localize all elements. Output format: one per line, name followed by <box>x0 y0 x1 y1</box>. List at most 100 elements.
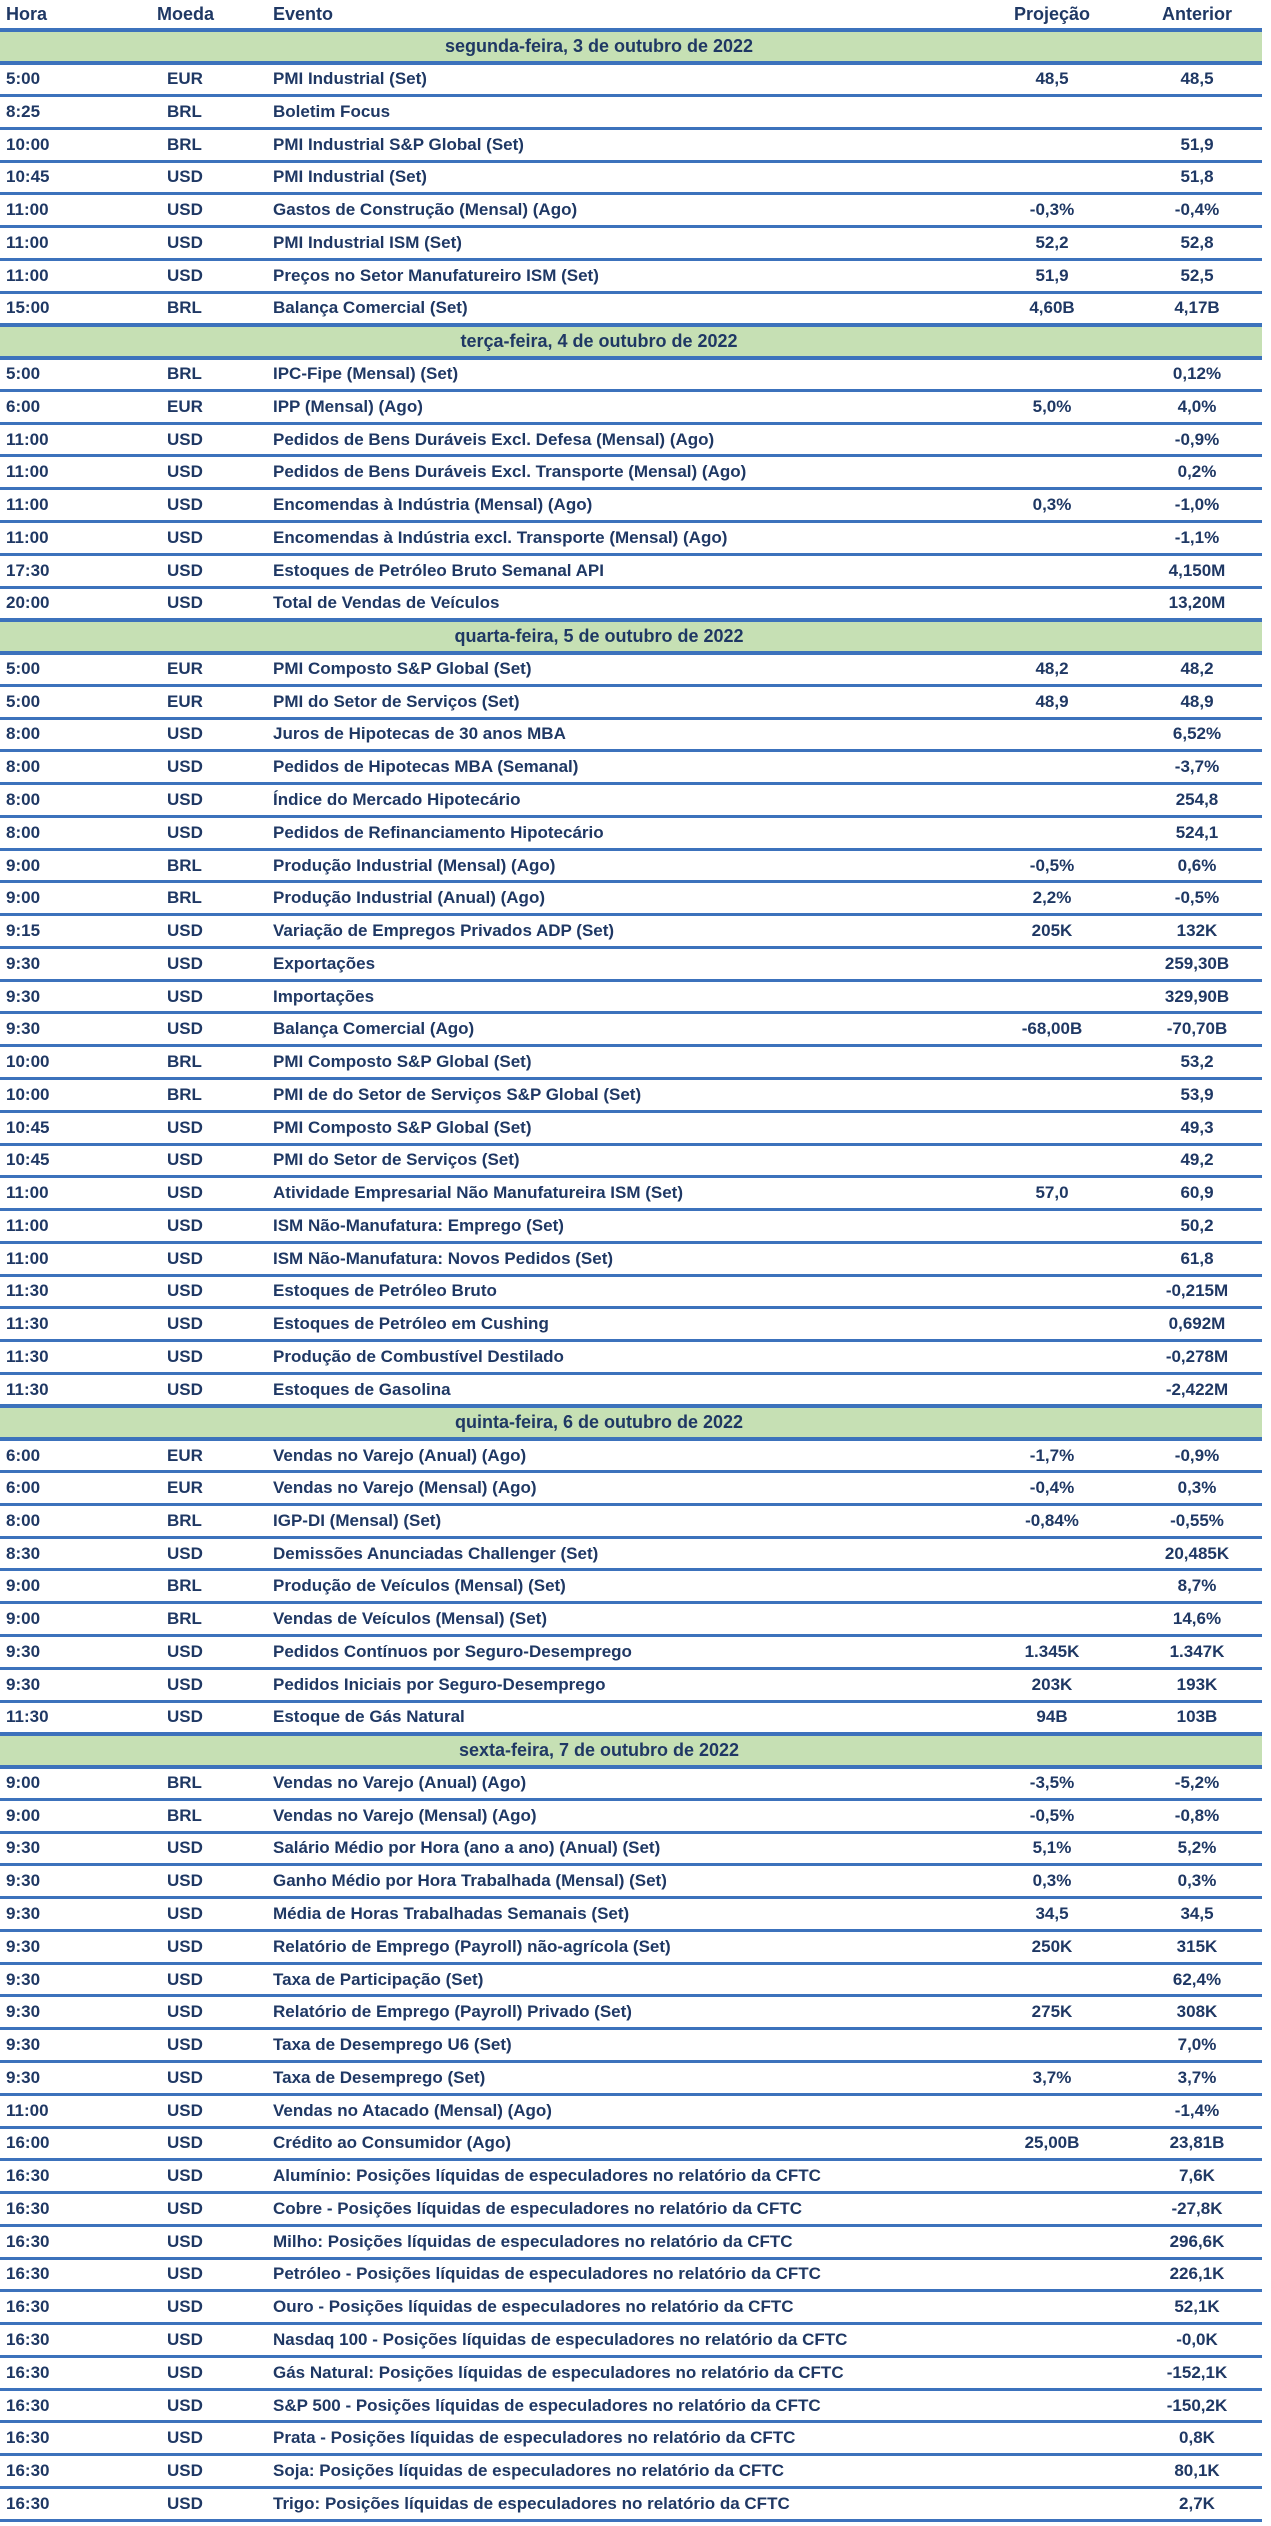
cell-time: 11:30 <box>0 1340 155 1375</box>
day-header-row: quarta-feira, 5 de outubro de 2022 <box>0 617 1262 655</box>
cell-event: Salário Médio por Hora (ano a ano) (Anua… <box>272 1832 972 1867</box>
cell-time: 10:45 <box>0 1111 155 1146</box>
cell-forecast: 94B <box>972 1701 1132 1736</box>
cell-currency: USD <box>155 783 272 818</box>
event-row: 9:30 USD Pedidos Iniciais por Seguro-Desem… <box>0 1668 1262 1703</box>
cell-event: Vendas no Varejo (Mensal) (Ago) <box>272 1799 972 1834</box>
cell-forecast: 250K <box>972 1930 1132 1965</box>
cell-time: 9:30 <box>0 1012 155 1048</box>
event-row: 11:00 USD Pedidos de Bens Duráveis Excl. T… <box>0 455 1262 491</box>
cell-previous: 254,8 <box>1132 783 1262 818</box>
event-row: 11:00 USD ISM Não-Manufatura: Emprego (Set… <box>0 1209 1262 1244</box>
cell-currency: USD <box>155 2225 272 2260</box>
cell-event: Juros de Hipotecas de 30 anos MBA <box>272 718 972 753</box>
cell-time: 6:00 <box>0 1471 155 1506</box>
cell-event: PMI Industrial S&P Global (Set) <box>272 128 972 163</box>
cell-previous: 23,81B <box>1132 2127 1262 2162</box>
cell-currency: USD <box>155 1537 272 1572</box>
cell-previous: 0,2% <box>1132 455 1262 491</box>
cell-time: 6:00 <box>0 1438 155 1474</box>
cell-previous: 0,3% <box>1132 1471 1262 1506</box>
cell-forecast <box>972 2159 1132 2195</box>
cell-time: 8:25 <box>0 95 155 130</box>
cell-forecast: 52,2 <box>972 226 1132 261</box>
cell-forecast: 0,3% <box>972 488 1132 523</box>
cell-event: Boletim Focus <box>272 95 972 130</box>
cell-time: 9:00 <box>0 1569 155 1605</box>
cell-currency: BRL <box>155 1078 272 1113</box>
cell-forecast: -1,7% <box>972 1438 1132 1474</box>
cell-time: 9:00 <box>0 1799 155 1834</box>
cell-event: Alumínio: Posições líquidas de especulad… <box>272 2159 972 2195</box>
event-row: 9:30 USD Relatório de Emprego (Payroll) nã… <box>0 1930 1262 1965</box>
cell-time: 11:30 <box>0 1307 155 1343</box>
event-row: 9:00 BRL Produção de Veículos (Mensal) (Se… <box>0 1569 1262 1605</box>
cell-currency: USD <box>155 1111 272 1146</box>
cell-event: Balança Comercial (Set) <box>272 292 972 327</box>
cell-currency: USD <box>155 2389 272 2424</box>
cell-previous: -150,2K <box>1132 2389 1262 2424</box>
cell-previous <box>1132 95 1262 130</box>
cell-event: Pedidos de Bens Duráveis Excl. Transport… <box>272 455 972 491</box>
cell-event: Média de Horas Trabalhadas Semanais (Set… <box>272 1897 972 1932</box>
cell-currency: BRL <box>155 1045 272 1080</box>
cell-forecast <box>972 1242 1132 1277</box>
event-row: 11:30 USD Estoques de Gasolina -2,422M <box>0 1373 1262 1408</box>
cell-event: PMI de do Setor de Serviços S&P Global (… <box>272 1078 972 1113</box>
column-header-row: Hora Moeda Evento Projeção Anterior <box>0 0 1262 32</box>
cell-forecast <box>972 1602 1132 1638</box>
cell-event: ISM Não-Manufatura: Novos Pedidos (Set) <box>272 1242 972 1277</box>
cell-currency: BRL <box>155 1799 272 1834</box>
cell-currency: USD <box>155 2094 272 2129</box>
cell-currency: BRL <box>155 1766 272 1801</box>
cell-event: Pedidos Contínuos por Seguro-Desemprego <box>272 1635 972 1670</box>
cell-previous: 7,6K <box>1132 2159 1262 2195</box>
cell-previous: 132K <box>1132 914 1262 949</box>
cell-currency: USD <box>155 1701 272 1736</box>
cell-previous: -0,0K <box>1132 2323 1262 2358</box>
cell-currency: USD <box>155 1864 272 1900</box>
event-row: 9:30 USD Média de Horas Trabalhadas Semana… <box>0 1897 1262 1932</box>
cell-forecast: -0,5% <box>972 1799 1132 1834</box>
cell-forecast <box>972 2258 1132 2293</box>
cell-time: 5:00 <box>0 62 155 98</box>
event-row: 16:30 USD Petróleo - Posições líquidas de … <box>0 2258 1262 2293</box>
cell-currency: USD <box>155 2061 272 2096</box>
cell-time: 15:00 <box>0 292 155 327</box>
event-row: 20:00 USD Total de Vendas de Veículos 13,20… <box>0 587 1262 622</box>
cell-time: 11:00 <box>0 521 155 556</box>
event-row: 16:00 USD Crédito ao Consumidor (Ago) 25,00… <box>0 2127 1262 2162</box>
cell-previous: 259,30B <box>1132 947 1262 982</box>
cell-event: Exportações <box>272 947 972 982</box>
cell-previous: 226,1K <box>1132 2258 1262 2293</box>
cell-time: 16:30 <box>0 2290 155 2326</box>
event-row: 8:00 BRL IGP-DI (Mensal) (Set) -0,84% -0,55% <box>0 1504 1262 1539</box>
cell-currency: USD <box>155 2356 272 2391</box>
cell-currency: USD <box>155 1242 272 1277</box>
cell-forecast <box>972 161 1132 196</box>
cell-time: 10:45 <box>0 161 155 196</box>
calendar-table-body: segunda-feira, 3 de outubro de 2022 5:00 E… <box>0 28 1262 2522</box>
event-row: 8:25 BRL Boletim Focus <box>0 95 1262 130</box>
cell-previous: 1.347K <box>1132 1635 1262 1670</box>
column-header-hora: Hora <box>0 0 155 32</box>
cell-event: Produção Industrial (Anual) (Ago) <box>272 881 972 917</box>
cell-previous: -0,4% <box>1132 193 1262 229</box>
cell-forecast: 1.345K <box>972 1635 1132 1670</box>
day-header-row: terça-feira, 4 de outubro de 2022 <box>0 322 1262 360</box>
cell-event: Produção de Combustível Destilado <box>272 1340 972 1375</box>
cell-forecast <box>972 1078 1132 1113</box>
cell-currency: USD <box>155 488 272 523</box>
cell-currency: USD <box>155 1144 272 1179</box>
cell-forecast: 51,9 <box>972 259 1132 294</box>
cell-forecast <box>972 1569 1132 1605</box>
cell-currency: USD <box>155 1307 272 1343</box>
cell-currency: USD <box>155 1995 272 2031</box>
event-row: 9:30 USD Relatório de Emprego (Payroll) Pr… <box>0 1995 1262 2031</box>
cell-time: 9:30 <box>0 1995 155 2031</box>
cell-time: 5:00 <box>0 652 155 687</box>
cell-time: 5:00 <box>0 357 155 392</box>
cell-forecast: 25,00B <box>972 2127 1132 2162</box>
cell-previous: 48,5 <box>1132 62 1262 98</box>
cell-previous: 7,0% <box>1132 2028 1262 2063</box>
